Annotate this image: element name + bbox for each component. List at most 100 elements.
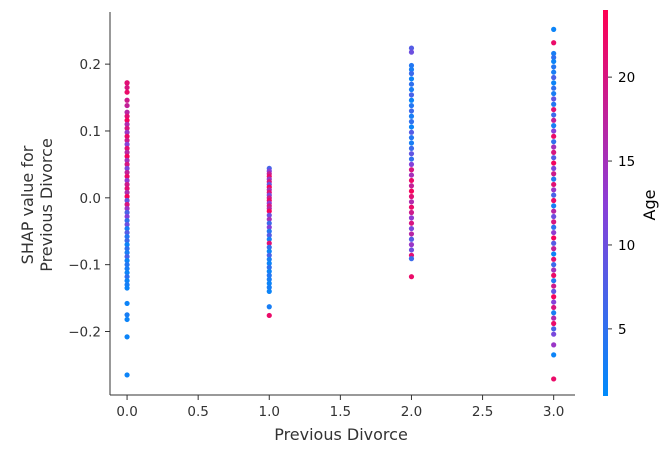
colorbar-ticks: 5 10 15 20 bbox=[608, 70, 635, 338]
data-point bbox=[408, 135, 415, 141]
data-point bbox=[124, 242, 130, 248]
data-point bbox=[266, 236, 272, 242]
data-point bbox=[266, 216, 272, 222]
data-point bbox=[266, 224, 272, 230]
data-point bbox=[408, 49, 415, 55]
data-point bbox=[124, 197, 130, 204]
data-point bbox=[124, 246, 130, 252]
colorbar-title: Age bbox=[640, 190, 659, 221]
data-point bbox=[408, 199, 415, 205]
data-point bbox=[551, 208, 557, 214]
data-point bbox=[124, 157, 130, 163]
y-tick-label: 0.0 bbox=[80, 191, 101, 207]
data-point bbox=[408, 236, 415, 242]
data-point bbox=[408, 151, 415, 157]
x-tick-label: 0.5 bbox=[187, 404, 208, 420]
x-tick-label: 0.0 bbox=[116, 404, 137, 420]
data-point bbox=[551, 50, 557, 57]
data-point bbox=[551, 272, 557, 278]
data-point bbox=[124, 221, 130, 228]
colorbar-tick-label: 10 bbox=[618, 238, 635, 254]
data-point bbox=[551, 112, 557, 118]
data-point bbox=[124, 109, 130, 115]
data-point bbox=[408, 193, 415, 200]
data-point bbox=[124, 254, 130, 260]
data-point bbox=[124, 312, 130, 318]
data-point bbox=[408, 86, 415, 93]
data-point bbox=[551, 133, 557, 139]
data-point bbox=[124, 181, 130, 188]
data-point bbox=[124, 278, 130, 284]
data-point bbox=[124, 233, 130, 240]
data-point bbox=[408, 66, 415, 73]
data-point bbox=[124, 372, 130, 378]
y-axis-label: SHAP value for Previous Divorce bbox=[18, 138, 56, 272]
data-point bbox=[408, 231, 415, 237]
data-point bbox=[266, 252, 272, 258]
data-point bbox=[266, 256, 272, 262]
data-point bbox=[124, 334, 130, 340]
data-point bbox=[124, 177, 130, 184]
data-point bbox=[408, 70, 415, 77]
data-point bbox=[124, 145, 130, 151]
data-point bbox=[124, 213, 130, 220]
data-point bbox=[124, 285, 130, 291]
data-point bbox=[266, 304, 272, 310]
data-point bbox=[408, 145, 415, 151]
data-point bbox=[551, 54, 557, 61]
x-tick-label: 2.0 bbox=[401, 404, 422, 420]
data-point bbox=[551, 74, 557, 81]
data-point bbox=[266, 312, 272, 319]
data-point bbox=[124, 102, 130, 109]
data-point bbox=[408, 92, 415, 98]
data-point bbox=[408, 225, 415, 232]
data-point bbox=[124, 153, 130, 159]
data-point bbox=[408, 209, 415, 216]
y-axis-label-line-1: SHAP value for bbox=[18, 145, 37, 264]
data-point bbox=[408, 274, 415, 280]
data-point bbox=[408, 62, 415, 69]
data-point bbox=[124, 161, 130, 167]
colorbar bbox=[603, 10, 608, 396]
data-point bbox=[124, 262, 130, 268]
data-point bbox=[124, 129, 130, 135]
data-point bbox=[266, 240, 272, 246]
data-point bbox=[408, 113, 415, 119]
data-point bbox=[408, 204, 415, 210]
data-point bbox=[551, 213, 557, 220]
data-point bbox=[551, 294, 557, 300]
x-tick-label: 1.0 bbox=[259, 404, 280, 420]
data-point bbox=[551, 165, 557, 172]
x-tick-label: 2.5 bbox=[472, 404, 493, 420]
data-point bbox=[124, 173, 130, 180]
data-point bbox=[266, 280, 272, 286]
data-point bbox=[551, 58, 557, 65]
data-point bbox=[124, 121, 130, 127]
data-point bbox=[408, 242, 415, 248]
data-point bbox=[551, 96, 557, 102]
data-point bbox=[551, 240, 557, 246]
data-point bbox=[408, 188, 415, 194]
data-point bbox=[266, 276, 272, 282]
data-point bbox=[124, 225, 130, 232]
colorbar-tick-label: 20 bbox=[618, 70, 635, 86]
data-point bbox=[408, 140, 415, 146]
y-tick-label: 0.2 bbox=[80, 57, 101, 73]
data-point bbox=[551, 144, 557, 150]
data-point bbox=[124, 201, 130, 208]
data-point bbox=[266, 284, 272, 290]
data-point bbox=[551, 315, 557, 321]
data-point bbox=[266, 228, 272, 234]
data-point bbox=[266, 248, 272, 254]
data-point bbox=[551, 219, 557, 225]
data-point bbox=[408, 256, 415, 262]
data-point bbox=[551, 299, 557, 305]
data-point bbox=[551, 224, 557, 230]
data-point bbox=[266, 268, 272, 274]
x-axis-label: Previous Divorce bbox=[274, 425, 408, 444]
data-point bbox=[551, 171, 557, 177]
data-point bbox=[551, 288, 557, 294]
data-point bbox=[551, 117, 557, 123]
data-point bbox=[124, 141, 130, 147]
data-point bbox=[124, 165, 130, 172]
